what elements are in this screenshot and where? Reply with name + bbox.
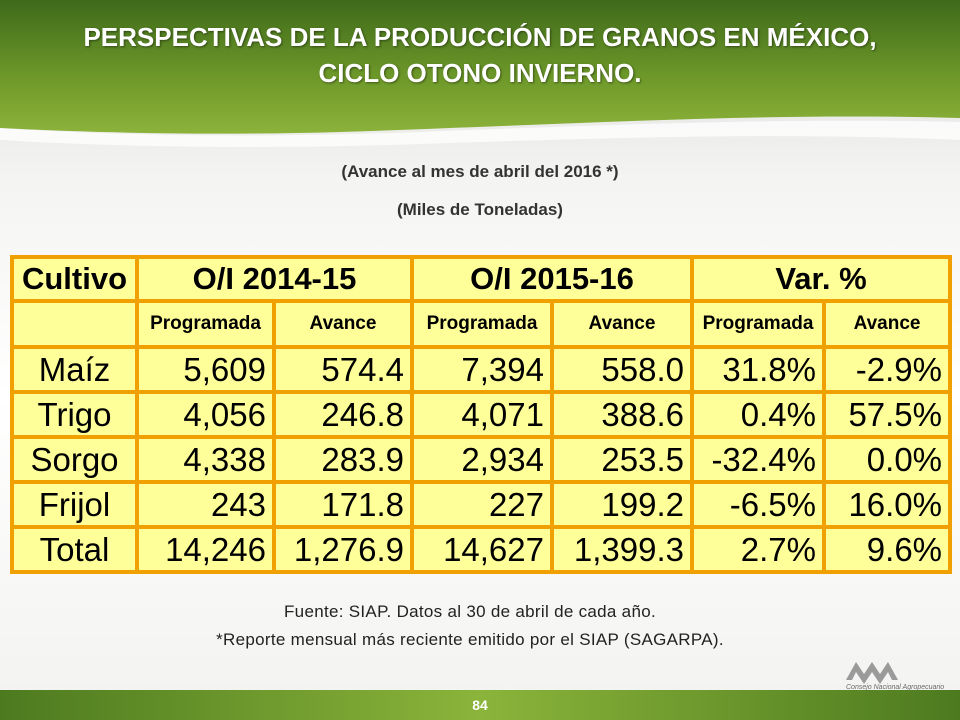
group-header: Var. % bbox=[689, 255, 953, 303]
logo-text: Consejo Nacional Agropecuario bbox=[846, 684, 945, 691]
crop-name: Total bbox=[10, 525, 139, 574]
subheader-row: Programada Avance Programada Avance Programa… bbox=[10, 299, 953, 349]
value-cell: 227 bbox=[410, 480, 554, 529]
value-cell: 14,246 bbox=[135, 525, 276, 574]
value-cell: 388.6 bbox=[550, 390, 694, 439]
data-table: Cultivo O/I 2014-15 O/I 2015-16 Var. % Progr… bbox=[10, 255, 953, 574]
subheader: Avance bbox=[821, 299, 953, 349]
value-cell: 7,394 bbox=[410, 345, 554, 394]
value-cell: 171.8 bbox=[272, 480, 414, 529]
value-cell: 2,934 bbox=[410, 435, 554, 484]
data-row: Total 14,246 1,276.9 14,627 1,399.3 2.7% 9.6% bbox=[10, 525, 953, 574]
subheader: Programada bbox=[690, 299, 826, 349]
subheader: Programada bbox=[410, 299, 554, 349]
title: PERSPECTIVAS DE LA PRODUCCIÓN DE GRANOS … bbox=[83, 22, 877, 52]
data-row: Sorgo 4,338 283.9 2,934 253.5 -32.4% 0.0% bbox=[10, 435, 953, 484]
value-cell: 1,276.9 bbox=[272, 525, 414, 574]
subheader: Programada bbox=[135, 299, 276, 349]
value-cell: 283.9 bbox=[272, 435, 414, 484]
value-cell: 0.0% bbox=[821, 435, 953, 484]
subheader: Avance bbox=[550, 299, 694, 349]
group-header: O/I 2015-16 bbox=[410, 255, 694, 303]
value-cell: 246.8 bbox=[272, 390, 414, 439]
value-cell: 2.7% bbox=[690, 525, 826, 574]
value-cell: 199.2 bbox=[550, 480, 694, 529]
value-cell: 31.8% bbox=[690, 345, 826, 394]
value-cell: 0.4% bbox=[690, 390, 826, 439]
data-row: Trigo 4,056 246.8 4,071 388.6 0.4% 57.5% bbox=[10, 390, 953, 439]
data-row: Maíz 5,609 574.4 7,394 558.0 31.8% -2.9% bbox=[10, 345, 953, 394]
header-cell bbox=[10, 299, 139, 349]
logo bbox=[846, 662, 898, 684]
value-cell: 16.0% bbox=[821, 480, 953, 529]
value-cell: 5,609 bbox=[135, 345, 276, 394]
footnote: *Reporte mensual más reciente emitido po… bbox=[216, 630, 724, 649]
crop-name: Sorgo bbox=[10, 435, 139, 484]
group-header: Cultivo bbox=[10, 255, 139, 303]
crop-name: Trigo bbox=[10, 390, 139, 439]
value-cell: 1,399.3 bbox=[550, 525, 694, 574]
header-row: Cultivo O/I 2014-15 O/I 2015-16 Var. % bbox=[10, 255, 953, 303]
crop-name: Maíz bbox=[10, 345, 139, 394]
value-cell: 4,338 bbox=[135, 435, 276, 484]
data-row: Frijol 243 171.8 227 199.2 -6.5% 16.0% bbox=[10, 480, 953, 529]
value-cell: 9.6% bbox=[821, 525, 953, 574]
subheader: Avance bbox=[272, 299, 414, 349]
value-cell: 558.0 bbox=[550, 345, 694, 394]
subtitle: (Miles de Toneladas) bbox=[397, 200, 563, 219]
title: CICLO OTONO INVIERNO. bbox=[318, 58, 642, 88]
value-cell: 574.4 bbox=[272, 345, 414, 394]
value-cell: 253.5 bbox=[550, 435, 694, 484]
value-cell: 4,071 bbox=[410, 390, 554, 439]
subtitle: (Avance al mes de abril del 2016 *) bbox=[341, 162, 619, 181]
value-cell: 4,056 bbox=[135, 390, 276, 439]
page-number: 84 bbox=[472, 697, 488, 713]
group-header: O/I 2014-15 bbox=[135, 255, 414, 303]
value-cell: -32.4% bbox=[690, 435, 826, 484]
value-cell: 14,627 bbox=[410, 525, 554, 574]
value-cell: -6.5% bbox=[690, 480, 826, 529]
value-cell: -2.9% bbox=[821, 345, 953, 394]
crop-name: Frijol bbox=[10, 480, 139, 529]
value-cell: 57.5% bbox=[821, 390, 953, 439]
value-cell: 243 bbox=[135, 480, 276, 529]
source-note: Fuente: SIAP. Datos al 30 de abril de ca… bbox=[284, 602, 656, 621]
